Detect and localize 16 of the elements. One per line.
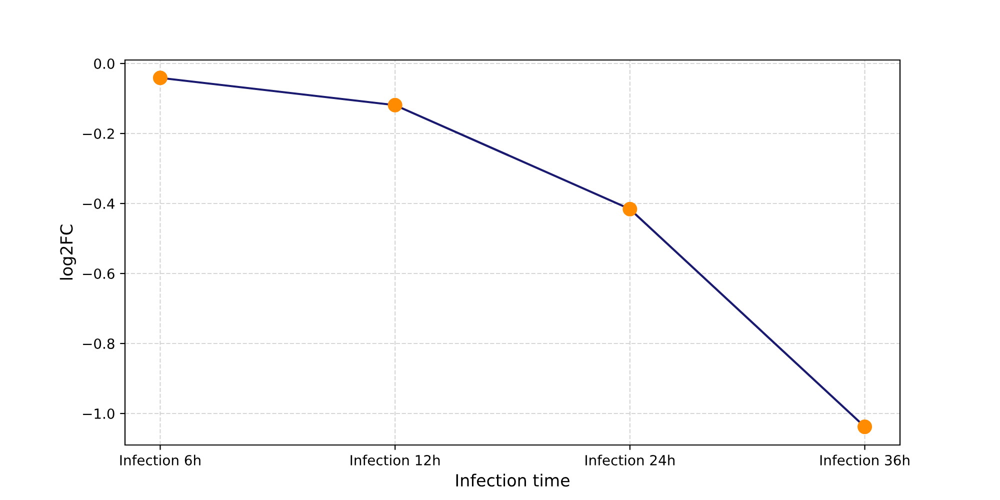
y-axis-title: log2FC [60,224,76,280]
x-tick-label: Infection 36h [820,454,910,466]
x-tick-label: Infection 6h [120,454,200,466]
x-tick-label: Infection 12h [350,454,440,466]
x-axis-title: Infection time [456,474,570,487]
y-tick-label: −0.4 [83,198,114,209]
point [622,202,638,216]
y-tick-label: −0.6 [83,268,114,279]
point [152,70,168,86]
y-tick-label: −0.8 [83,338,114,349]
point [388,98,402,112]
x-tick-label: Infection 24h [586,454,674,466]
point [857,420,872,434]
y-tick-label: −0.2 [83,128,114,139]
y-tick-label: −1.0 [83,408,114,419]
y-tick-label: 0.0 [94,58,114,69]
